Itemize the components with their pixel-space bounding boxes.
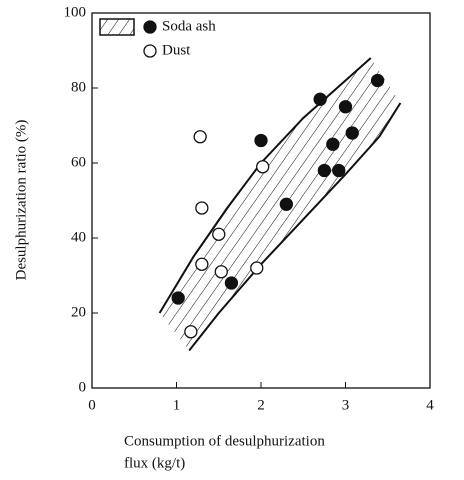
point (332, 163, 346, 178)
point (313, 92, 327, 106)
point (345, 126, 359, 140)
point (214, 265, 228, 279)
y-tick-label: 80 (71, 79, 86, 95)
legend-label: Soda ash (162, 18, 216, 34)
legend-marker (143, 44, 157, 58)
point (279, 197, 294, 211)
point (224, 276, 239, 290)
point (338, 100, 353, 114)
x-axis-label: flux (kg/t) (124, 455, 185, 471)
point (256, 160, 270, 174)
x-tick-label: 0 (88, 397, 96, 413)
legend-band-swatch (99, 18, 135, 36)
point (195, 257, 209, 271)
point (193, 130, 207, 144)
y-tick-label: 20 (71, 304, 86, 320)
y-tick-label: 40 (71, 229, 86, 245)
band-lower (188, 102, 402, 352)
point (254, 133, 268, 148)
x-tick-label: 3 (342, 397, 350, 413)
y-tick-label: 60 (71, 154, 86, 170)
legend-label: Dust (162, 42, 191, 58)
point (370, 73, 385, 88)
point (184, 325, 198, 339)
x-tick-label: 1 (173, 397, 181, 413)
point (250, 261, 264, 275)
y-axis-label: Desulphurization ratio (%) (13, 120, 29, 281)
x-tick-label: 2 (257, 397, 265, 413)
point (317, 163, 332, 178)
point (326, 137, 340, 151)
legend-marker (143, 20, 157, 34)
y-tick-label: 100 (64, 4, 87, 20)
point (212, 227, 226, 241)
x-axis-label: Consumption of desulphurization (124, 433, 325, 449)
y-tick-label: 0 (79, 379, 87, 395)
point (195, 201, 209, 215)
x-tick-label: 4 (426, 397, 434, 413)
point (171, 291, 185, 305)
